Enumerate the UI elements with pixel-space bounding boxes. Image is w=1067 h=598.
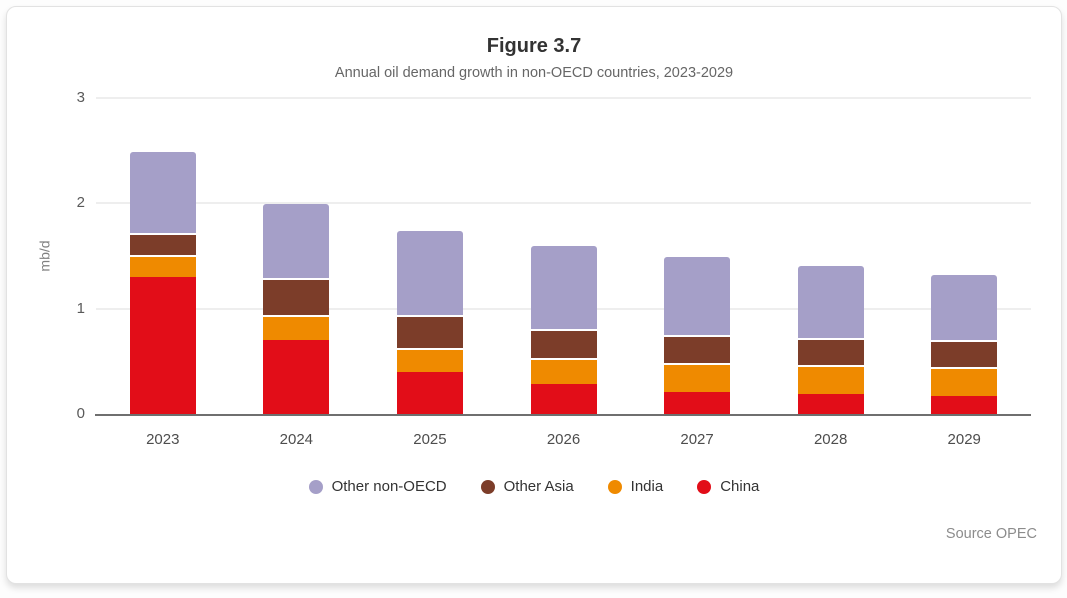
bar-segment-other-asia-2028 (797, 338, 864, 366)
bar-segment-other-asia-2023 (129, 232, 196, 255)
bar-segment-india-2028 (797, 365, 864, 394)
source-note: Source OPEC (945, 526, 1037, 542)
bar-segment-other-non-oecd-2025 (396, 231, 463, 315)
y-tick-label-0: 0 (76, 405, 85, 422)
bar-2026 (530, 246, 597, 414)
legend-swatch-icon (308, 479, 323, 494)
legend-item-india: India (607, 478, 664, 495)
bar-2027 (664, 256, 731, 414)
chart-legend: Other non-OECD Other Asia India China (7, 478, 1061, 495)
x-label-2024: 2024 (279, 431, 314, 448)
bar-2024 (263, 204, 330, 414)
bar-segment-other-non-oecd-2023 (129, 152, 196, 233)
legend-item-other-asia: Other Asia (480, 478, 574, 495)
bar-segment-india-2027 (664, 363, 731, 392)
bar-segment-india-2029 (931, 366, 998, 397)
x-label-2027: 2027 (680, 431, 714, 448)
y-tick-label-1: 1 (76, 299, 85, 317)
x-label-2025: 2025 (413, 431, 447, 448)
bar-segment-other-asia-2024 (263, 277, 330, 315)
legend-item-other-non-oecd: Other non-OECD (308, 478, 447, 495)
y-axis-unit-label: mb/d (36, 240, 53, 272)
bar-segment-china-2028 (797, 393, 864, 414)
bar-segment-india-2023 (129, 254, 196, 277)
legend-label: Other Asia (503, 478, 574, 495)
gridline-3 (96, 96, 1031, 99)
x-axis-baseline (95, 414, 1031, 416)
figure-card: Figure 3.7 Annual oil demand growth in n… (6, 6, 1062, 584)
x-label-2028: 2028 (813, 431, 848, 448)
bar-segment-china-2024 (263, 340, 330, 414)
x-label-2023: 2023 (146, 431, 180, 448)
legend-item-china: China (697, 478, 759, 495)
figure-subtitle: Annual oil demand growth in non-OECD cou… (334, 65, 734, 81)
figure-title: Figure 3.7 (486, 35, 582, 57)
bar-segment-india-2025 (396, 347, 463, 372)
bar-segment-china-2026 (530, 384, 597, 414)
bar-2025 (396, 231, 463, 414)
stacked-bar-chart: 0 1 2 3 mb/d 2023 2024 2025 2026 2027 2028 2029 (7, 7, 1061, 583)
bar-segment-other-asia-2025 (396, 314, 463, 348)
legend-label: India (630, 478, 664, 495)
bar-segment-china-2027 (664, 391, 731, 414)
bar-segment-india-2024 (263, 314, 330, 341)
bar-2023 (129, 152, 196, 414)
x-label-2026: 2026 (546, 431, 581, 448)
legend-label: China (720, 478, 760, 495)
bar-segment-india-2026 (530, 358, 597, 385)
gridline-2 (96, 202, 1031, 204)
bar-segment-china-2029 (931, 396, 998, 414)
legend-swatch-icon (480, 479, 495, 494)
legend-swatch-icon (697, 479, 712, 494)
bar-segment-other-asia-2026 (530, 328, 597, 359)
x-label-2029: 2029 (947, 431, 981, 448)
bar-segment-other-non-oecd-2028 (797, 266, 864, 339)
bar-segment-other-asia-2029 (931, 340, 998, 367)
bar-2028 (797, 266, 864, 414)
legend-swatch-icon (607, 479, 622, 494)
bar-segment-other-non-oecd-2026 (530, 246, 597, 329)
bar-segment-other-non-oecd-2029 (931, 274, 998, 341)
bar-segment-china-2025 (396, 371, 463, 414)
bar-segment-other-non-oecd-2024 (263, 204, 330, 278)
bar-2029 (931, 274, 998, 414)
bar-segment-other-asia-2027 (664, 334, 731, 364)
bar-segment-other-non-oecd-2027 (664, 256, 731, 335)
bar-segment-china-2023 (129, 276, 196, 414)
legend-label: Other non-OECD (331, 478, 447, 495)
y-tick-label-3: 3 (76, 88, 85, 106)
y-tick-label-2: 2 (76, 194, 85, 211)
